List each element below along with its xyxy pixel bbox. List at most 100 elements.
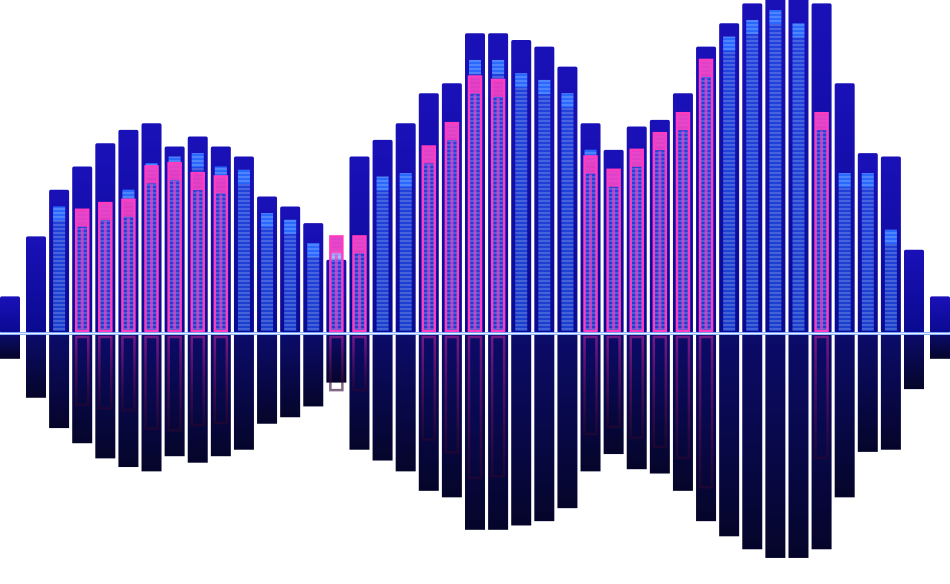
equalizer-bar-reflection	[233, 335, 254, 450]
equalizer-pink-tube	[490, 78, 506, 333]
equalizer-pink-tube	[652, 131, 668, 333]
equalizer-bar-reflection	[49, 335, 70, 429]
equalizer-pink-core	[150, 184, 154, 329]
equalizer-pink-core	[612, 187, 616, 329]
equalizer-pink-tube	[167, 161, 182, 333]
equalizer-bar	[0, 296, 20, 333]
equalizer-pink-reflection	[606, 335, 621, 428]
equalizer-bar-reflection	[303, 335, 324, 407]
equalizer-pink-reflection	[190, 335, 205, 427]
equalizer-pink-core	[80, 227, 84, 329]
equalizer-bar-reflection	[372, 335, 393, 461]
equalizer-pink-core	[681, 131, 685, 329]
equalizer-bar-reflection	[26, 335, 46, 398]
equalizer-pink-core	[357, 254, 361, 329]
equalizer-tube-stripes	[284, 219, 297, 331]
equalizer-tube-stripes	[861, 173, 874, 331]
equalizer-pink-core	[334, 254, 338, 329]
equalizer-bar-reflection	[280, 335, 301, 418]
equalizer-pink-reflection	[329, 335, 344, 392]
equalizer-pink-reflection	[144, 335, 159, 430]
equalizer-bar-reflection	[511, 335, 532, 526]
equalizer-pink-peak	[654, 134, 665, 151]
equalizer-bar-reflection	[788, 335, 809, 558]
equalizer-pink-reflection	[213, 335, 229, 425]
equalizer-pink-peak	[146, 167, 157, 184]
equalizer-pink-peak	[608, 170, 619, 187]
equalizer-tube-stripes	[792, 23, 805, 332]
equalizer-bar	[26, 236, 46, 333]
equalizer-pink-peak	[677, 114, 688, 131]
equalizer-bar-reflection	[719, 335, 740, 537]
equalizer-pink-tube	[98, 201, 113, 333]
equalizer-pink-core	[427, 164, 431, 329]
equalizer-pink-reflection	[121, 335, 136, 412]
equalizer-pink-reflection	[814, 335, 829, 460]
equalizer-pink-tube	[329, 235, 344, 333]
equalizer-pink-reflection	[74, 335, 90, 407]
equalizer-tube-stripes	[884, 229, 897, 331]
equalizer-tube-stripes	[307, 243, 320, 331]
equalizer-pink-core	[450, 141, 454, 329]
equalizer-tube-stripes	[237, 169, 250, 331]
equalizer-pink-core	[658, 151, 662, 329]
equalizer-pink-peak	[77, 210, 88, 227]
equalizer-pink-peak	[446, 124, 457, 141]
equalizer-tube-stripes	[53, 206, 66, 331]
equalizer-pink-core	[103, 221, 107, 329]
equalizer-pink-tube	[190, 171, 205, 333]
equalizer-pink-tube	[629, 148, 644, 333]
equalizer-pink-tube	[467, 75, 483, 333]
equalizer-pink-reflection	[167, 335, 182, 432]
equalizer-pink-peak	[331, 237, 342, 254]
equalizer-pink-peak	[215, 177, 226, 194]
equalizer-pink-peak	[470, 77, 480, 94]
equalizer-pink-core	[704, 77, 708, 329]
equalizer-bar-reflection	[880, 335, 901, 450]
equalizer-pink-reflection	[629, 335, 644, 439]
equalizer-pink-tube	[814, 111, 829, 333]
equalizer-bar-reflection	[0, 335, 20, 359]
equalizer-pink-tube	[144, 165, 159, 333]
equalizer-bar-reflection	[742, 335, 763, 550]
equalizer-tube-stripes	[769, 9, 782, 332]
equalizer-bar-reflection	[534, 335, 555, 522]
equalizer-bar-reflection	[765, 335, 786, 558]
equalizer-pink-reflection	[467, 335, 483, 480]
equalizer-pink-core	[635, 167, 639, 329]
equalizer-pink-tube	[121, 198, 136, 333]
equalizer-pink-peak	[493, 80, 504, 97]
equalizer-bar	[904, 249, 924, 333]
equalizer-pink-tube	[352, 235, 367, 333]
equalizer-pink-peak	[585, 157, 596, 174]
equalizer-pink-peak	[631, 150, 642, 167]
equalizer-pink-reflection	[652, 335, 668, 449]
equalizer-tube-stripes	[261, 213, 274, 331]
equalizer-tube-stripes	[376, 176, 389, 331]
equalizer-pink-reflection	[698, 335, 714, 489]
equalizer-pink-peak	[100, 204, 111, 221]
equalizer-pink-tube	[675, 111, 691, 333]
equalizer-pink-tube	[606, 168, 621, 333]
equalizer-pink-reflection	[352, 335, 367, 392]
equalizer-bar-reflection	[857, 335, 878, 452]
equalizer-bar	[930, 296, 950, 333]
equalizer-pink-peak	[169, 164, 180, 181]
equalizer-pink-reflection	[490, 335, 506, 478]
equalizer-pink-reflection	[444, 335, 460, 454]
equalizer-pink-core	[173, 181, 177, 329]
equalizer-pink-core	[496, 97, 500, 329]
equalizer-bar-reflection	[834, 335, 855, 498]
equalizer-bar-reflection	[257, 335, 278, 424]
equalizer-pink-peak	[354, 237, 365, 254]
equalizer-tube-stripes	[515, 73, 528, 331]
equalizer-pink-peak	[701, 60, 712, 77]
equalizer-pink-core	[219, 194, 223, 329]
equalizer-bar-reflection	[930, 335, 950, 359]
equalizer-pink-tube	[213, 175, 229, 333]
equalizer-pink-reflection	[583, 335, 598, 436]
equalizer-pink-tube	[421, 145, 437, 333]
equalizer-pink-tube	[698, 58, 714, 333]
equalizer-pink-peak	[192, 174, 203, 191]
